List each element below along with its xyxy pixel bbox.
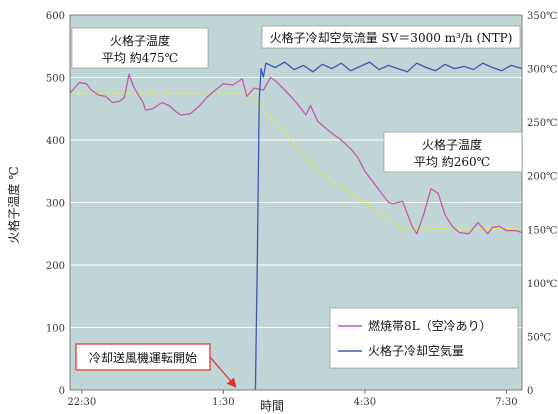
x-tick-label: 4:30 — [354, 397, 376, 408]
x-axis-title: 時間 — [260, 399, 284, 413]
legend-label-series-2: 火格子冷却空気量 — [368, 343, 464, 358]
average-reference-lines — [70, 92, 522, 230]
series-lines — [69, 61, 523, 391]
y-axis-title: 火格子温度 ℃ — [6, 166, 21, 243]
y2-tick-label: 0 — [527, 386, 533, 397]
y2-tick-label: 50℃ — [527, 332, 551, 343]
plot-frame — [69, 14, 523, 391]
airflow-label-box — [261, 25, 521, 49]
y-tick-label: 500 — [46, 74, 65, 85]
x-axis-ticks: 22:30 1:30 4:30 7:30 — [67, 390, 518, 408]
avg-before-value: 平均 約475℃ — [102, 50, 178, 65]
y-tick-label: 600 — [46, 11, 65, 22]
x-tick-label: 1:30 — [212, 397, 234, 408]
legend-label-series-1: 燃焼帯8L（空冷あり） — [368, 318, 492, 333]
y2-tick-label: 100℃ — [527, 279, 557, 290]
avg-before-box — [71, 27, 209, 69]
fan-start-box — [75, 343, 211, 371]
y2-tick-label: 200℃ — [527, 172, 557, 183]
y2-tick-label: 300℃ — [527, 65, 557, 76]
y-tick-label: 200 — [46, 261, 65, 272]
fan-start-label: 冷却送風機運転開始 — [89, 350, 197, 365]
y-tick-label: 400 — [46, 136, 65, 147]
avg-after-value: 平均 約260℃ — [414, 154, 490, 169]
x-tick-label: 22:30 — [67, 397, 96, 408]
avg-before-title: 火格子温度 — [110, 33, 170, 48]
y2-tick-label: 250℃ — [527, 118, 557, 129]
legend — [329, 307, 519, 369]
x-tick-label: 7:30 — [495, 397, 517, 408]
y-tick-label: 0 — [59, 386, 65, 397]
series-line-1 — [69, 73, 523, 235]
airflow-label: 火格子冷却空気流量 SV＝3000 m³/h (NTP) — [270, 30, 513, 45]
y2-tick-label: 150℃ — [527, 225, 557, 236]
y-tick-label: 100 — [46, 324, 65, 335]
y-tick-label: 300 — [46, 199, 65, 210]
y2-tick-label: 350℃ — [527, 11, 557, 22]
average-line-0 — [70, 92, 522, 230]
series-line-2 — [254, 61, 523, 391]
y-axis-right-ticks: 0 50℃ 100℃ 150℃ 200℃ 250℃ 300℃ 350℃ — [527, 11, 557, 397]
avg-after-title: 火格子温度 — [422, 137, 482, 152]
y-axis-left-ticks: 0 100 200 300 400 500 600 — [46, 11, 65, 397]
avg-after-box — [383, 131, 523, 173]
fan-start-arrow — [209, 356, 237, 388]
